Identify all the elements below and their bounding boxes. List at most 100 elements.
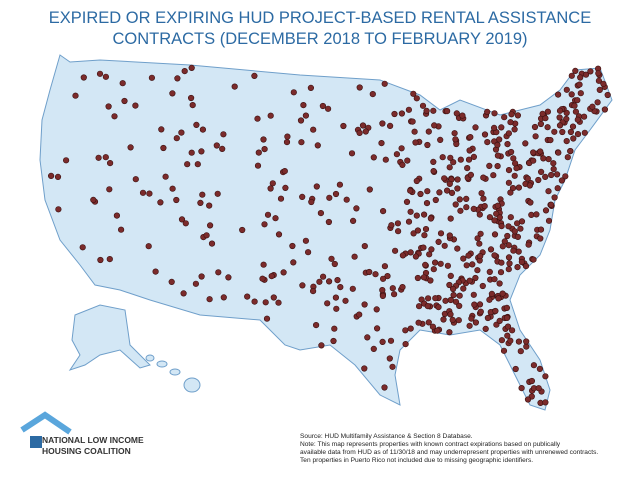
property-dot	[474, 267, 481, 274]
property-dot	[507, 214, 514, 221]
property-dot	[403, 198, 411, 205]
property-dot	[364, 334, 371, 341]
property-dot	[361, 365, 368, 372]
property-dot	[563, 138, 570, 145]
property-dot	[214, 190, 221, 197]
property-dot	[556, 122, 564, 129]
property-dot	[582, 71, 590, 78]
property-dot	[402, 327, 409, 334]
property-dot	[351, 253, 358, 260]
property-dot	[407, 187, 414, 194]
property-dot	[180, 290, 187, 297]
property-dot	[478, 190, 485, 197]
property-dot	[412, 139, 419, 146]
property-dot	[537, 168, 545, 175]
property-dot	[537, 226, 545, 233]
property-dot	[310, 288, 317, 295]
property-dot	[511, 172, 518, 179]
property-dot	[387, 122, 394, 129]
property-dot	[568, 72, 575, 79]
property-dot	[467, 171, 475, 178]
property-dot	[574, 131, 582, 138]
property-dot	[524, 175, 531, 182]
property-dot	[381, 263, 389, 270]
property-dot	[550, 160, 557, 167]
property-dot	[162, 173, 169, 180]
property-dot	[493, 210, 500, 217]
property-dot	[447, 311, 454, 318]
property-dot	[337, 284, 344, 291]
property-dot	[545, 217, 553, 224]
property-dot	[379, 120, 386, 127]
property-dot	[600, 80, 607, 87]
property-dot	[361, 301, 368, 308]
property-dot	[497, 269, 505, 276]
property-dot	[251, 298, 258, 305]
property-dot	[328, 255, 335, 262]
property-dot	[542, 173, 549, 180]
property-dot	[487, 246, 495, 253]
property-dot	[514, 112, 522, 119]
property-dot	[392, 247, 399, 254]
property-dot	[430, 107, 437, 114]
property-dot	[535, 385, 542, 392]
property-dot	[316, 278, 323, 285]
property-dot	[491, 276, 498, 283]
property-dot	[446, 180, 453, 187]
property-dot	[562, 173, 569, 180]
property-dot	[505, 242, 512, 249]
property-dot	[447, 272, 454, 280]
property-dot	[366, 268, 373, 276]
property-dot	[463, 195, 470, 202]
property-dot	[503, 314, 511, 322]
property-dot	[215, 269, 222, 276]
property-dot	[173, 135, 180, 142]
property-dot	[466, 277, 473, 284]
property-dot	[530, 362, 538, 369]
property-dot	[314, 142, 321, 149]
property-dot	[206, 296, 213, 303]
property-dot	[530, 256, 537, 263]
property-dot	[90, 196, 97, 203]
property-dot	[47, 172, 55, 179]
property-dot	[547, 137, 554, 144]
property-dot	[407, 249, 414, 256]
property-dot	[511, 126, 518, 133]
property-dot	[542, 373, 549, 380]
property-dot	[427, 215, 435, 222]
property-dot	[373, 306, 380, 313]
property-dot	[450, 292, 457, 299]
property-dot	[407, 325, 414, 332]
property-dot	[514, 233, 522, 240]
property-dot	[424, 188, 431, 195]
property-dot	[169, 90, 176, 97]
property-dot	[313, 183, 320, 190]
property-dot	[342, 297, 349, 304]
property-dot	[356, 129, 363, 136]
property-dot	[444, 187, 451, 194]
property-dot	[272, 215, 279, 222]
logo-text: HOUSING COALITION	[42, 446, 131, 456]
property-dot	[530, 157, 537, 164]
property-dot	[515, 338, 523, 345]
property-dot	[394, 220, 402, 227]
property-dot	[405, 218, 413, 225]
property-dot	[466, 322, 473, 329]
property-dot	[446, 281, 453, 289]
property-dot	[515, 184, 523, 191]
property-dot	[501, 114, 508, 121]
property-dot	[581, 129, 588, 136]
property-dot	[525, 241, 532, 248]
property-dot	[325, 105, 332, 112]
property-dot	[199, 191, 206, 198]
property-dot	[455, 317, 462, 324]
property-dot	[302, 237, 310, 244]
property-dot	[459, 112, 466, 119]
property-dot	[219, 145, 226, 152]
property-dot	[198, 273, 205, 280]
property-dot	[208, 240, 216, 247]
property-dot	[517, 348, 524, 355]
property-dot	[447, 154, 454, 161]
source-note: Note: This map represents properties wit…	[300, 441, 561, 448]
property-dot	[476, 211, 483, 218]
